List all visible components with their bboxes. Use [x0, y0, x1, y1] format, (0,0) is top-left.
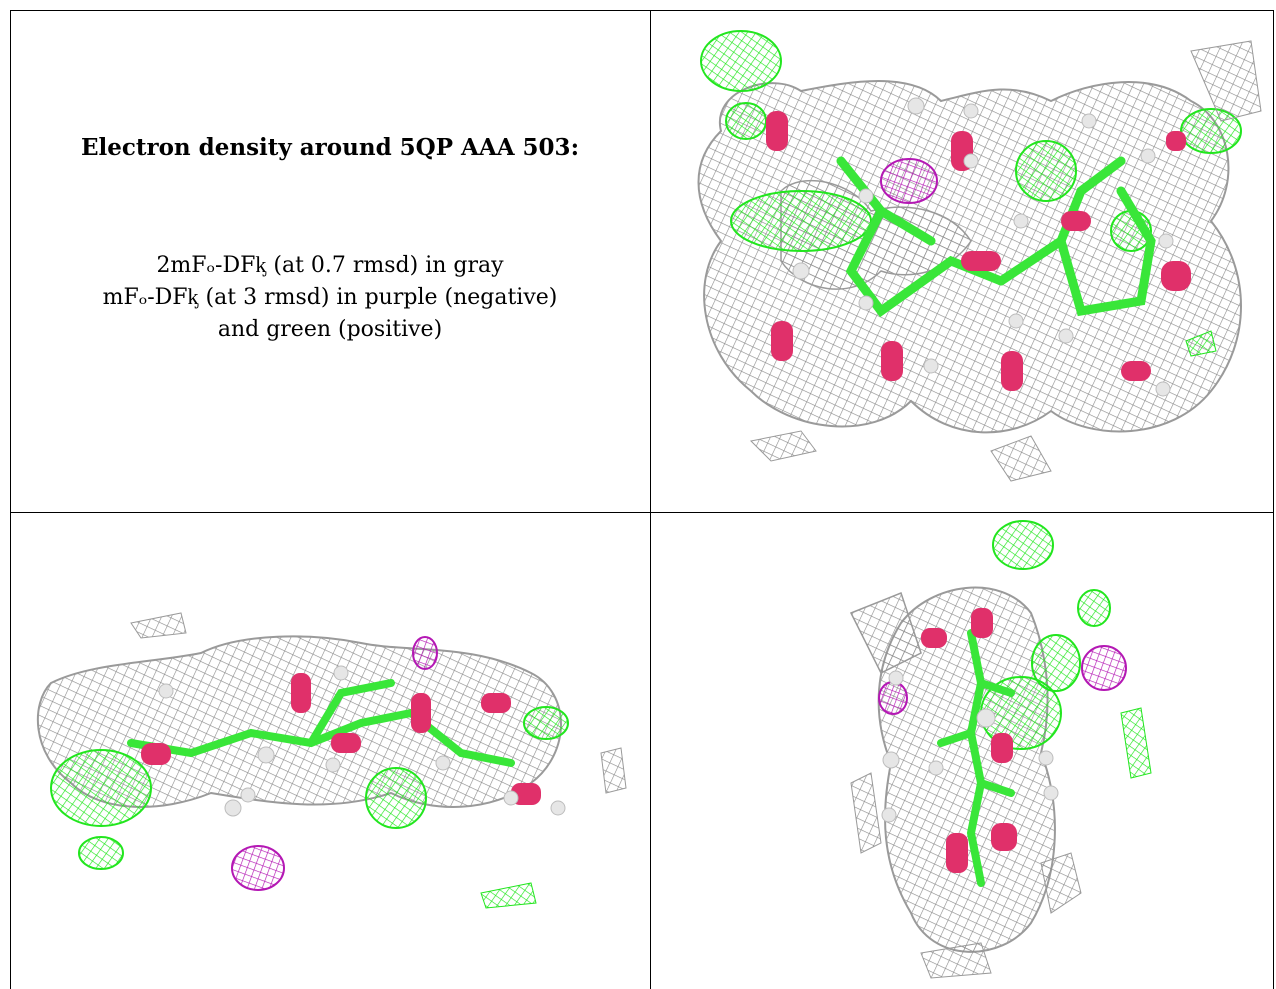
table-border-right [1273, 10, 1274, 989]
mesh-fragment-icon [130, 612, 187, 639]
oxygen-atoms-icon [921, 608, 1017, 873]
molecule-sticks-icon [127, 679, 515, 767]
oxygen-atoms-icon [766, 111, 1191, 391]
negative-density-icon [231, 845, 285, 891]
positive-density-icon [1015, 140, 1077, 202]
table-border-middle [10, 512, 1274, 513]
positive-density-icon [700, 30, 782, 92]
mesh-fragment-icon [990, 435, 1052, 482]
positive-density-icon [480, 882, 537, 909]
positive-density-icon [78, 836, 124, 870]
negative-density-icon [1081, 645, 1127, 691]
positive-density-icon [50, 749, 152, 827]
mesh-fragment-icon [1190, 40, 1262, 122]
table-border-center [650, 10, 651, 989]
density-image-1 [697, 30, 1262, 482]
negative-density-icon [880, 158, 938, 204]
positive-density-icon [1120, 707, 1152, 779]
molecule-sticks-icon [937, 629, 1015, 887]
density-view-bottom-left [11, 513, 650, 989]
caption-heading: Electron density around 5QP AAA 503: [80, 134, 580, 161]
positive-density-icon [365, 767, 427, 829]
mesh-fragment-icon [1040, 852, 1082, 914]
caption-line-purple: mFₒ-DFᶄ (at 3 rmsd) in purple (negative) [102, 285, 558, 310]
positive-density-icon [1185, 330, 1217, 357]
density-view-bottom-right [651, 513, 1273, 989]
positive-density-icon [523, 706, 569, 740]
mesh-fragment-icon [749, 430, 817, 462]
table-border-left [10, 10, 11, 989]
table-border-top [10, 10, 1274, 11]
positive-density-icon [730, 190, 872, 252]
negative-density-icon [412, 636, 438, 670]
hydrogen-atoms-icon [881, 670, 1059, 823]
mesh-fragment-icon [920, 942, 992, 979]
density-image-2 [36, 612, 627, 909]
caption-cell: Electron density around 5QP AAA 503: 2mF… [10, 10, 650, 512]
density-image-3 [849, 520, 1152, 979]
caption-description: 2mFₒ-DFᶄ (at 0.7 rmsd) in gray mFₒ-DFᶄ (… [10, 250, 650, 346]
mesh-fragment-icon [849, 592, 922, 675]
figure-table: Electron density around 5QP AAA 503: 2mF… [10, 10, 1274, 989]
oxygen-atoms-icon [141, 673, 541, 805]
negative-density-icon [878, 681, 908, 715]
positive-density-icon [725, 102, 767, 140]
positive-density-icon [1031, 634, 1081, 692]
hydrogen-atoms-icon [158, 665, 566, 817]
density-view-top-right [651, 11, 1273, 512]
positive-density-icon [1077, 589, 1111, 627]
positive-density-icon [992, 520, 1054, 570]
caption-line-green: and green (positive) [217, 317, 443, 342]
hydrogen-atoms-icon [792, 97, 1174, 397]
caption-line-gray: 2mFₒ-DFᶄ (at 0.7 rmsd) in gray [156, 253, 504, 278]
mesh-fragment-icon [850, 772, 882, 854]
mesh-fragment-icon [600, 747, 627, 794]
